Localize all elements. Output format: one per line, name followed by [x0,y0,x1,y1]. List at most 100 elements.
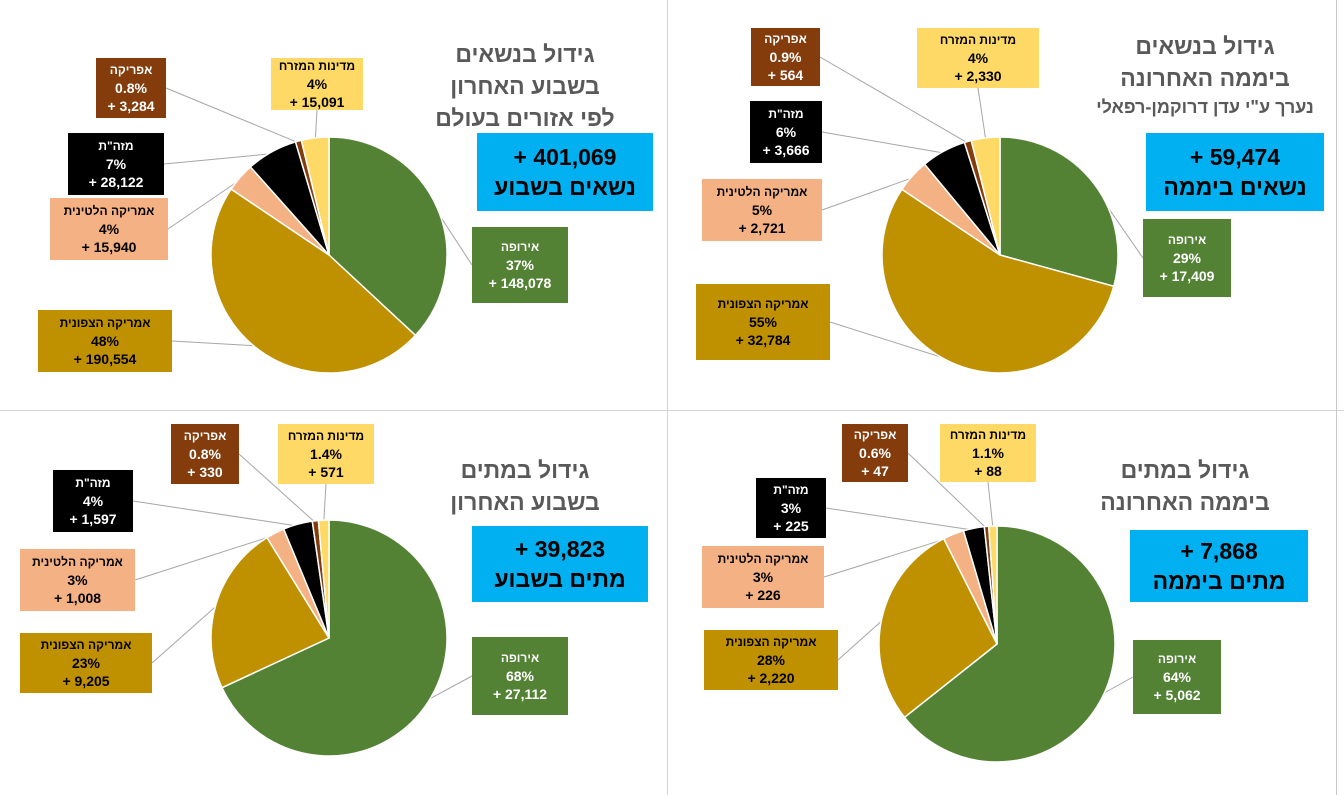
region-percent: 55% [748,313,778,330]
region-percent: 0.9% [769,48,802,65]
pie-slice-africa [963,139,1001,256]
region-percent: 28% [756,651,786,668]
region-value: + 2,330 [954,67,1002,84]
region-name: מזה"ת [98,138,134,153]
pie-slice-north_america [881,188,1115,374]
data-label-africa: אפריקה 0.9% + 564 [751,28,820,86]
region-name: מדינות המזרח [949,427,1027,442]
pie-slice-middle_east [317,519,330,639]
region-value: + 3,284 [107,97,155,114]
leader-line-middle_east [323,483,327,523]
region-percent: 7% [105,155,127,172]
region-value: + 88 [974,462,1002,479]
region-value: + 15,940 [81,238,137,255]
region-percent: 0.8% [115,79,147,96]
leader-line-europe [1101,676,1134,695]
region-percent: 37% [505,256,535,273]
data-label-europe: אירופה 68% + 27,112 [472,637,568,715]
region-value: + 9,205 [62,672,110,689]
region-name: אירופה [1157,651,1197,666]
right-edge-line [1336,0,1337,795]
data-label-europe: אירופה 64% + 5,062 [1133,640,1221,714]
region-value: + 225 [773,517,809,534]
region-percent: 4% [82,492,104,509]
pie-slice-middle_east [970,136,1001,256]
pie-slice-latin_america [230,165,330,256]
chart-title-line: גידול במתים [1120,457,1250,483]
chart-title-line: גידול בנשאים [1135,33,1275,59]
leader-line-middle_east [314,109,318,140]
region-percent: 29% [1172,249,1202,266]
region-percent: 3% [752,568,774,585]
leader-line-north_america [151,604,219,664]
leader-line-middle_east [977,87,987,140]
region-value: + 5,062 [1153,686,1201,703]
data-label-latin_america: אמריקה הלטינית 4% + 15,940 [50,198,168,260]
region-name: מדינות המזרח [939,32,1017,47]
total-value: + 401,069 [513,144,617,170]
pie-slice-africa [311,519,330,639]
chart-title-line: בשבוע האחרון [450,73,600,99]
data-label-middle_east: מדינות המזרח 1.1% + 88 [940,424,1036,482]
total-badge: + 7,868 מתים ביממה [1130,530,1308,602]
region-percent: 6% [775,123,797,140]
total-value: + 39,823 [514,536,606,562]
data-label-middle_east_asia: מזה"ת 7% + 28,122 [68,133,164,195]
chart-title: גידול בנשאים ביממה האחרונה נערך ע"י עדן דר… [1080,30,1330,120]
region-name: אמריקה הלטינית [716,184,808,199]
chart-title: גידול במתים ביממה האחרונה [1060,454,1310,518]
leader-line-latin_america [134,534,277,581]
region-percent: 64% [1162,668,1192,685]
leader-line-europe [1091,184,1144,259]
region-percent: 4% [967,49,989,66]
data-label-latin_america: אמריקה הלטינית 3% + 1,008 [20,549,135,611]
region-value: + 17,409 [1159,267,1215,284]
leader-line-latin_america [823,535,955,578]
region-name: מדינות המזרח [287,428,365,443]
region-percent: 0.6% [859,444,891,461]
leader-line-middle_east_asia [132,500,299,527]
data-label-middle_east: מדינות המזרח 4% + 15,091 [271,58,363,110]
leader-line-latin_america [167,178,242,230]
region-name: אמריקה הצפונית [717,296,809,311]
leader-line-latin_america [821,176,915,211]
pie-slice-north_america [210,188,417,374]
total-caption: מתים ביממה [1152,568,1286,594]
pie-slice-middle_east [987,525,998,645]
total-value: + 7,868 [1180,538,1258,564]
region-value: + 571 [308,463,344,480]
region-name: אמריקה הצפונית [59,315,151,330]
data-label-europe: אירופה 37% + 148,078 [472,227,568,303]
region-name: אירופה [500,239,540,254]
region-percent: 3% [780,499,802,516]
chart-title: גידול בנשאים בשבוע האחרון לפי אזורים בעולם [400,38,650,134]
region-name: אמריקה הלטינית [63,203,155,218]
leader-line-north_america [171,340,257,347]
chart-title-line: גידול במתים [460,457,590,483]
pie-slice-latin_america [900,163,1001,256]
total-badge: + 39,823 מתים בשבוע [472,526,648,602]
region-name: מדינות המזרח [278,58,356,73]
data-label-north_america: אמריקה הצפונית 28% + 2,220 [704,630,838,690]
pie-slice-europe [903,525,1116,763]
pie-slice-north_america [878,537,998,719]
data-label-africa: אפריקה 0.8% + 330 [171,424,239,484]
region-name: אמריקה הלטינית [32,554,123,569]
region-percent: 0.8% [189,445,221,462]
pie-slice-middle_east_asia [962,525,998,645]
region-value: + 28,122 [88,173,144,190]
region-percent: 48% [90,332,120,349]
pie-slice-africa [294,139,330,256]
pie-slice-africa [983,525,998,645]
pie-slice-europe [328,136,448,337]
leader-line-north_america [837,618,885,661]
pie-slice-middle_east [300,136,330,256]
region-name: מזה"ת [773,482,809,497]
pie-slice-latin_america [942,529,998,645]
region-percent: 1.1% [972,444,1004,461]
region-name: אמריקה הלטינית [717,551,809,566]
chart-title-line: בשבוע האחרון [450,489,600,515]
leader-line-europe [426,675,473,701]
horizontal-divider [0,410,1344,411]
data-label-latin_america: אמריקה הלטינית 3% + 226 [702,546,824,608]
